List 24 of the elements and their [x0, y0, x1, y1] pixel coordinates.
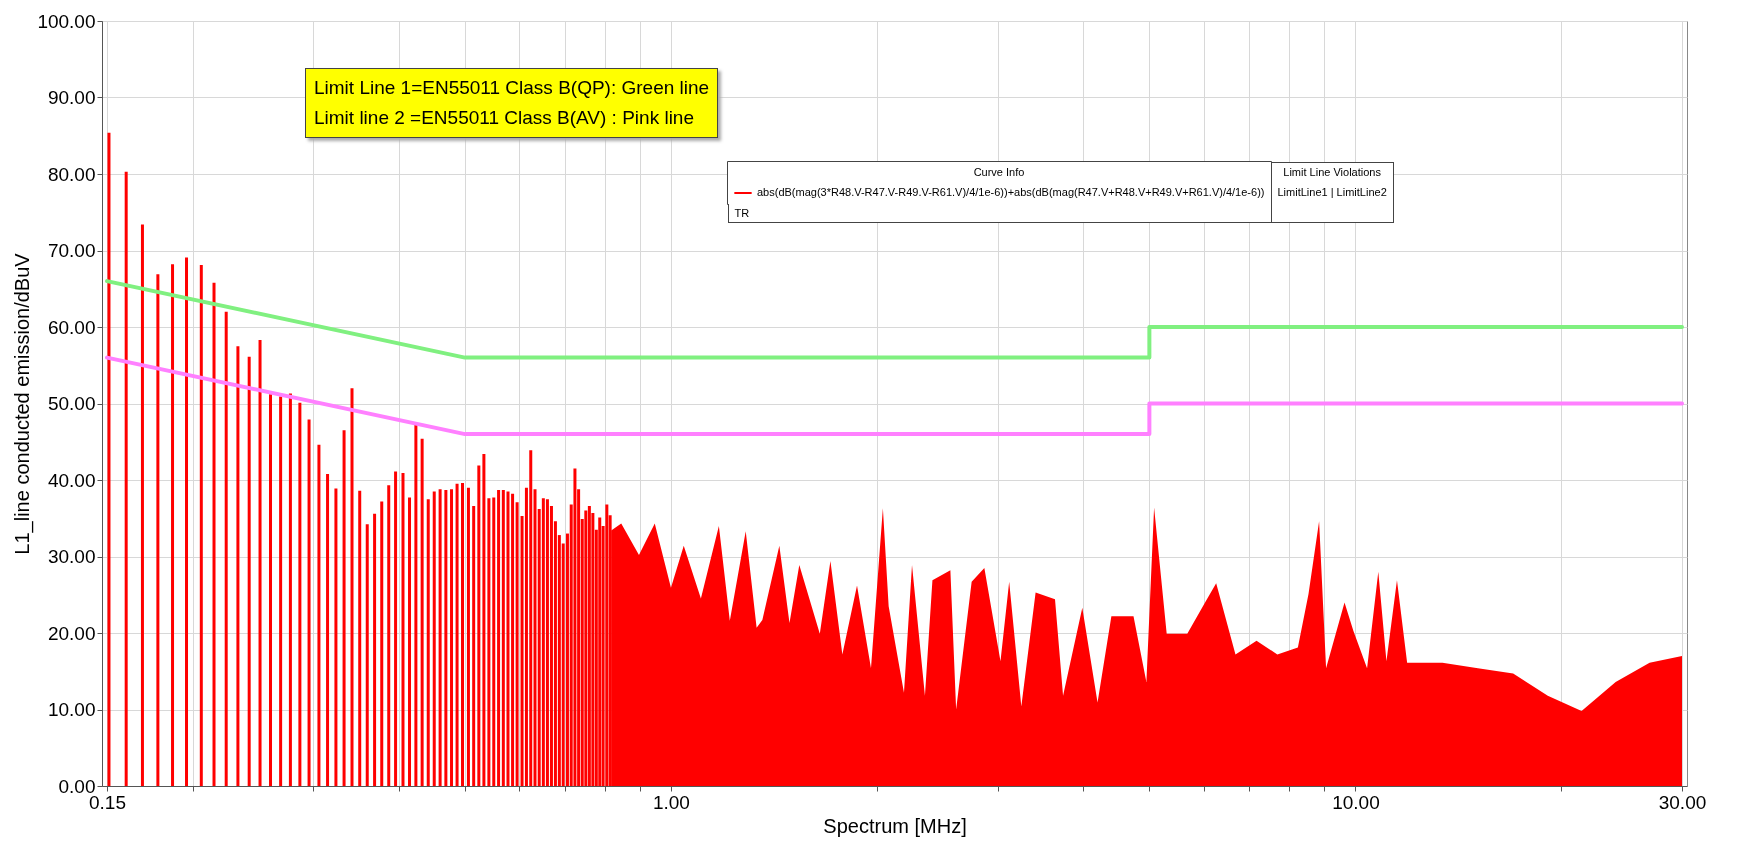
y-tick-label: 70.00 — [47, 240, 96, 261]
y-tick-label: 40.00 — [47, 469, 96, 491]
info-table-column: Limit Line Violations LimitLine1 | LimitLine2 — [1270, 161, 1394, 223]
y-tick-label: 60.00 — [47, 316, 96, 338]
x-tick-label: 30.00 — [1658, 791, 1707, 813]
y-tick-label: 0.00 — [58, 775, 96, 797]
x-axis-title: Spectrum [MHz] — [823, 814, 967, 837]
annotation: Limit line 2 =EN55011 Class B(AV) : Pink line — [314, 106, 695, 130]
y-tick-label: 80.00 — [47, 163, 96, 185]
annotation: LimitLine1 | LimitLine2 — [1277, 185, 1387, 198]
y-axis-title: L1_line conducted emission/dBuV — [11, 252, 35, 555]
legend-label: abs(dB(mag(3*R48.V-R47.V-R49.V-R61.V)/4/1e-6))+abs(dB(mag(R47.V+R48.V+R49.V+R61.V)/4/1e-6)) — [757, 186, 1265, 198]
y-tick-label: 30.00 — [47, 546, 96, 567]
annotation: Limit Line 1=EN55011 Class B(QP): Green line — [314, 76, 710, 100]
note-box: Limit Line 1=EN55011 Class B(QP): Green line Limit line 2 =EN55011 Class B(AV) : Pink line — [305, 68, 719, 138]
y-tick-label: 10.00 — [47, 699, 96, 720]
y-tick-label: 90.00 — [47, 87, 96, 108]
y-tick-label: 100.00 — [37, 10, 96, 32]
annotation: Limit Line Violations — [1282, 165, 1382, 178]
x-tick-label: 1.00 — [652, 791, 690, 813]
y-tick-label: 50.00 — [47, 393, 96, 414]
y-tick-label: 20.00 — [47, 622, 96, 644]
legend-title: Curve Info — [973, 166, 1025, 178]
x-tick-label: 10.00 — [1332, 791, 1380, 813]
